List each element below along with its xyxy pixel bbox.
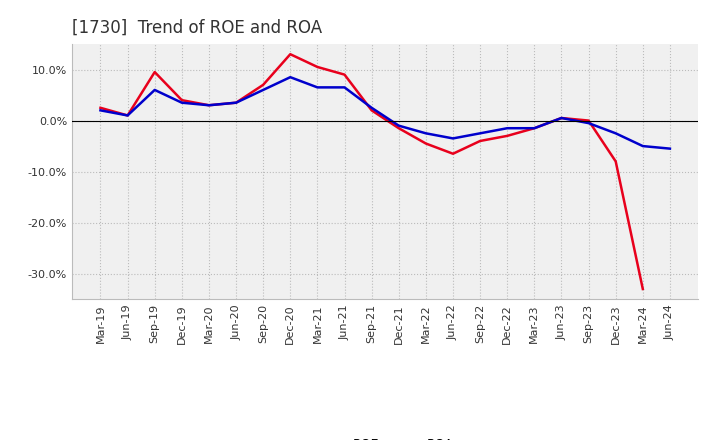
ROE xyxy=(178,98,186,103)
Legend: ROE, ROA: ROE, ROA xyxy=(318,438,453,440)
ROE xyxy=(313,64,322,70)
ROA xyxy=(530,125,539,131)
ROE xyxy=(503,133,511,139)
ROE xyxy=(232,100,240,105)
ROA xyxy=(259,87,268,92)
ROA xyxy=(150,87,159,92)
ROA xyxy=(178,100,186,105)
ROE xyxy=(123,113,132,118)
ROA xyxy=(204,103,213,108)
ROA xyxy=(584,121,593,126)
ROA xyxy=(503,125,511,131)
ROE xyxy=(530,125,539,131)
ROE xyxy=(421,141,430,146)
ROA xyxy=(557,115,566,121)
Text: [1730]  Trend of ROE and ROA: [1730] Trend of ROE and ROA xyxy=(72,19,322,37)
ROA xyxy=(395,123,403,128)
ROA xyxy=(286,74,294,80)
ROA xyxy=(665,146,674,151)
ROA xyxy=(476,131,485,136)
ROE xyxy=(476,138,485,143)
ROA xyxy=(96,108,105,113)
ROE xyxy=(341,72,349,77)
Line: ROA: ROA xyxy=(101,77,670,149)
ROE xyxy=(259,82,268,88)
ROE xyxy=(639,286,647,292)
ROE xyxy=(150,70,159,75)
ROE xyxy=(367,108,376,113)
ROE xyxy=(96,105,105,110)
Line: ROE: ROE xyxy=(101,54,643,289)
ROA xyxy=(639,143,647,149)
ROE xyxy=(611,159,620,164)
ROA xyxy=(232,100,240,105)
ROA xyxy=(611,131,620,136)
ROA xyxy=(421,131,430,136)
ROE xyxy=(584,118,593,123)
ROA xyxy=(449,136,457,141)
ROE xyxy=(286,51,294,57)
ROA xyxy=(123,113,132,118)
ROE xyxy=(395,125,403,131)
ROE xyxy=(557,115,566,121)
ROA xyxy=(367,105,376,110)
ROE xyxy=(204,103,213,108)
ROA xyxy=(341,85,349,90)
ROE xyxy=(449,151,457,156)
ROA xyxy=(313,85,322,90)
